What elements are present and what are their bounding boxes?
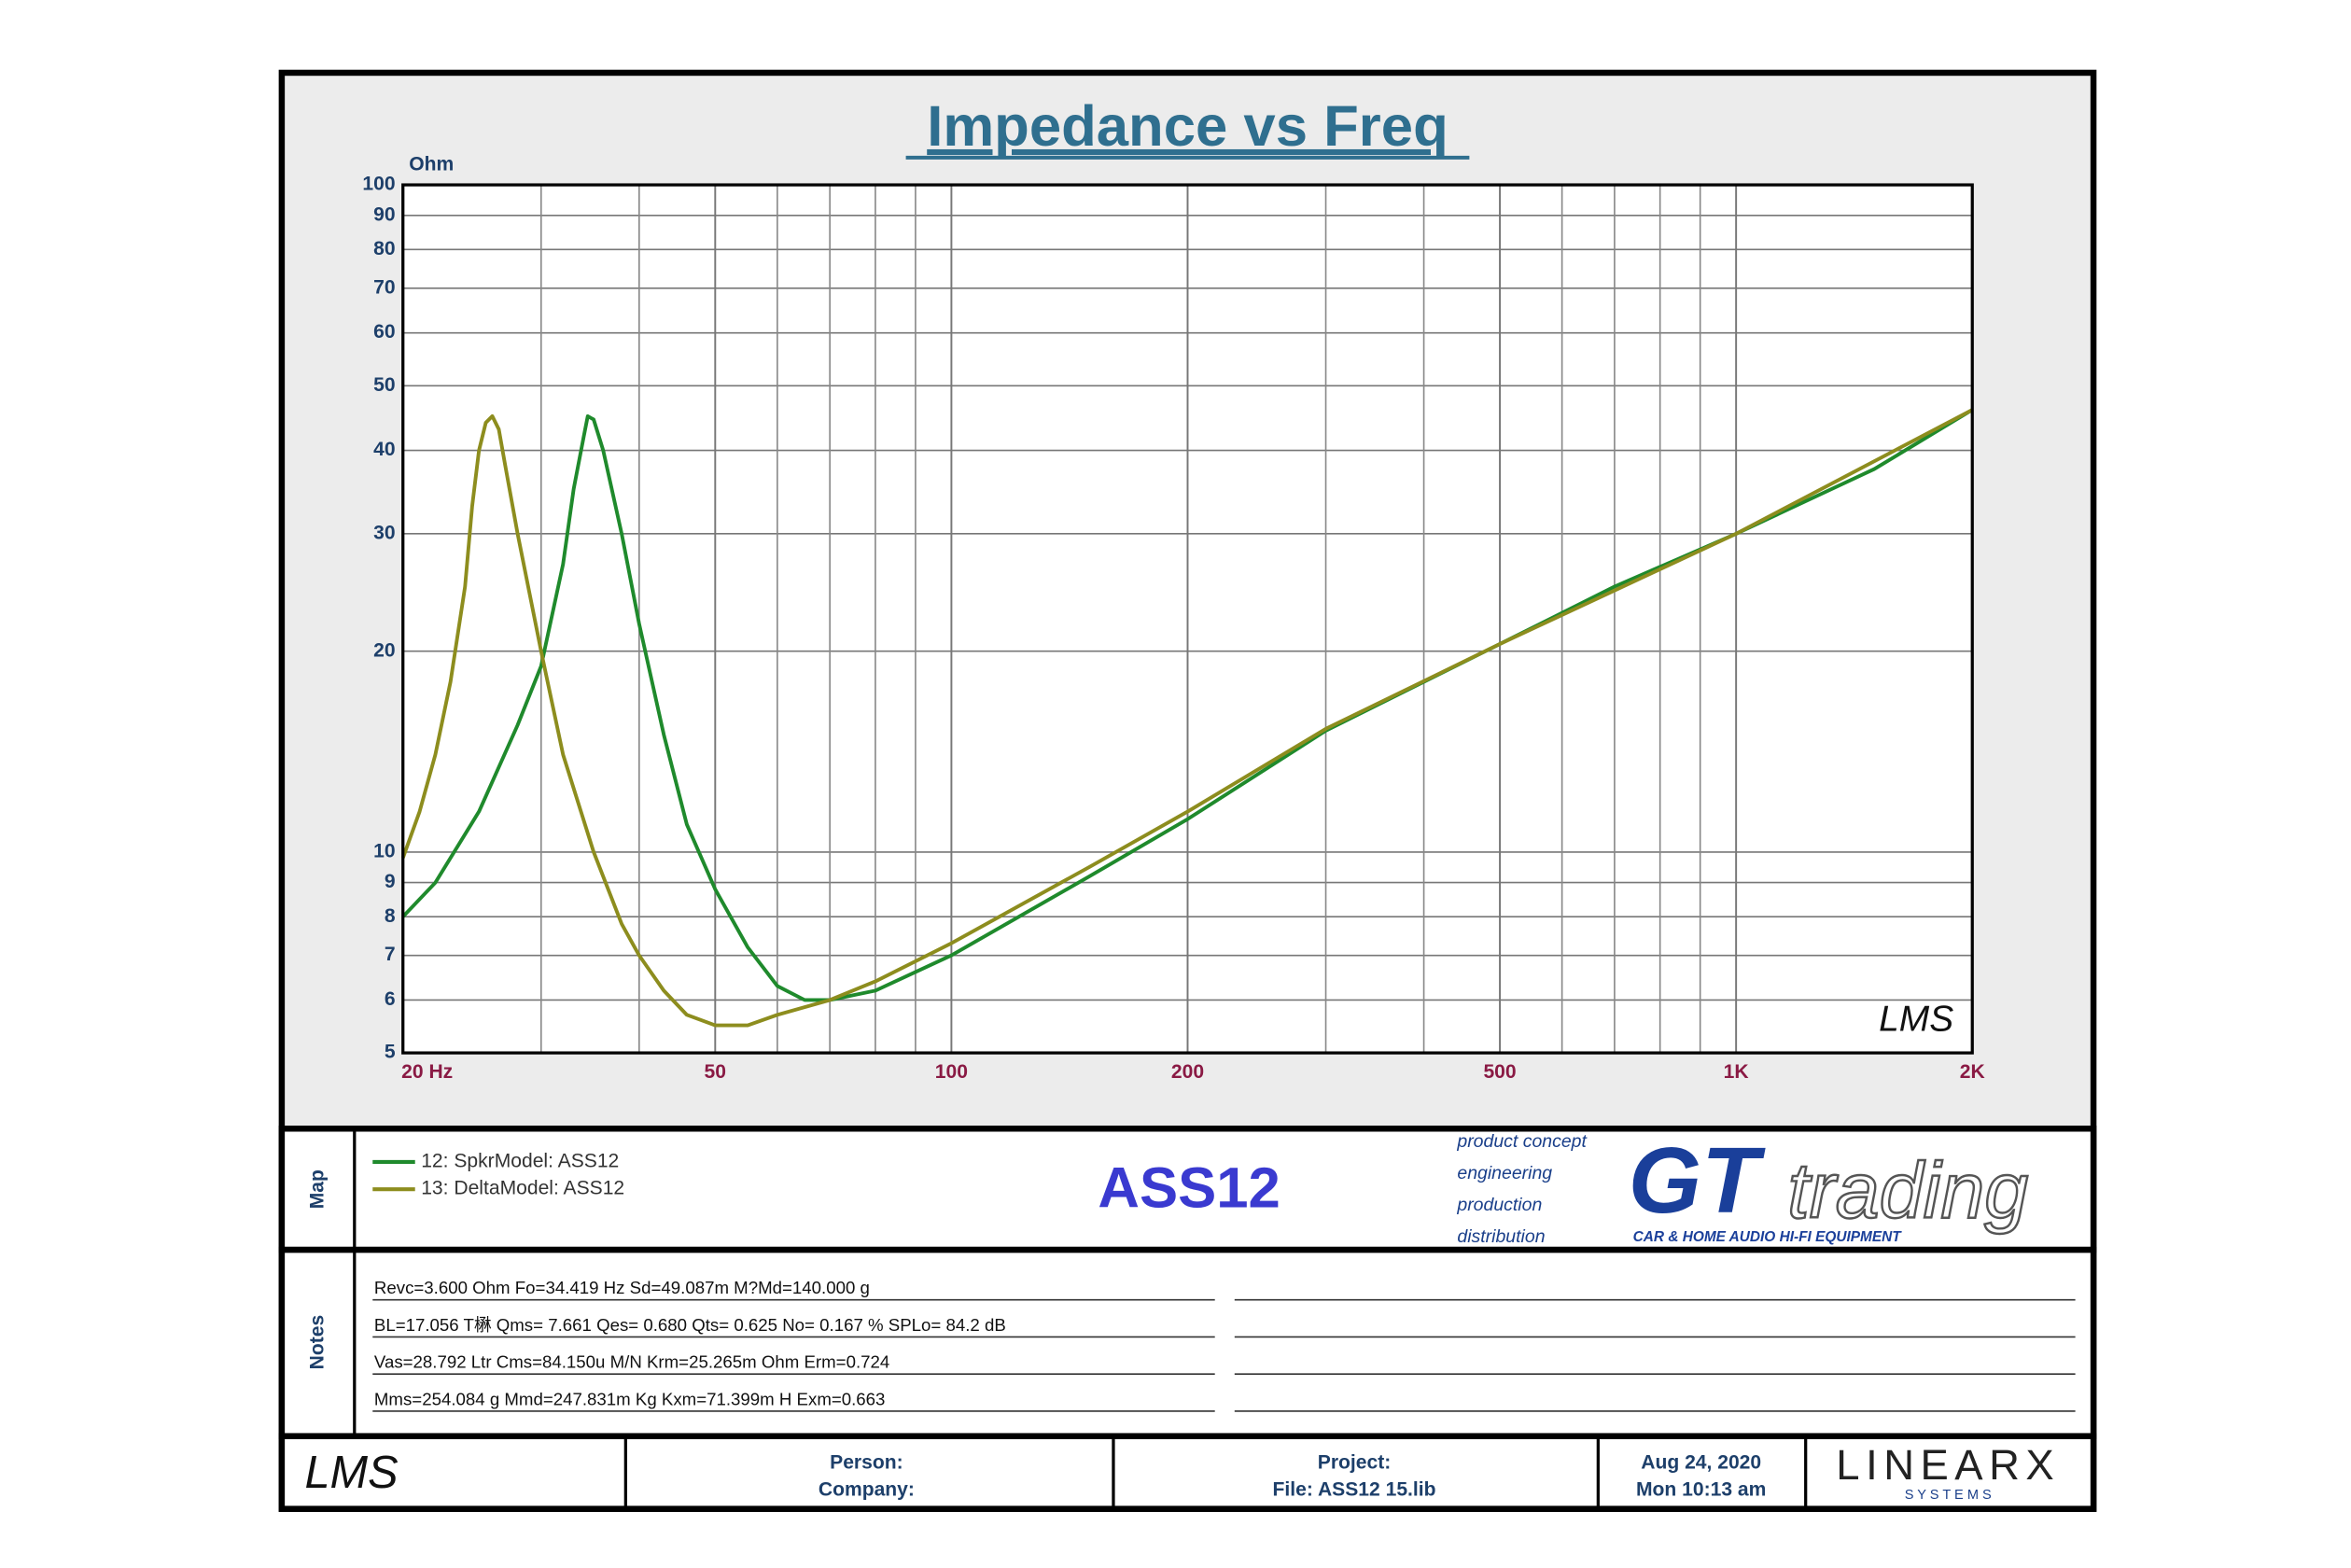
- legend-label: 13: DeltaModel: ASS12: [421, 1178, 624, 1199]
- y-tick-label: 6: [385, 988, 396, 1010]
- gt-line: product concept: [1456, 1131, 1588, 1152]
- map-section: [278, 1126, 2097, 1253]
- x-tick-label: 50: [705, 1061, 726, 1083]
- y-tick-label: 30: [373, 522, 395, 543]
- note-line: Mms=254.084 g Mmd=247.831m Kg Kxm=71.399…: [374, 1390, 886, 1409]
- gt-line: distribution: [1457, 1226, 1545, 1247]
- y-tick-label: 40: [373, 439, 395, 460]
- x-tick-label: 200: [1171, 1061, 1204, 1083]
- y-tick-label: 80: [373, 238, 395, 259]
- legend-label: 12: SpkrModel: ASS12: [421, 1151, 619, 1172]
- footer-section: [278, 1433, 2097, 1512]
- linearx: LINEARX: [1836, 1441, 2060, 1489]
- y-tick-label: 20: [373, 639, 395, 661]
- project: Project:: [1318, 1452, 1391, 1474]
- date: Aug 24, 2020: [1641, 1452, 1761, 1474]
- note-line: BL=17.056 T楙 Qms= 7.661 Qes= 0.680 Qts= …: [374, 1315, 1006, 1335]
- file: File: ASS12 15.lib: [1273, 1479, 1436, 1501]
- lms-logo: LMS: [304, 1448, 398, 1498]
- person: Person:: [830, 1452, 903, 1474]
- systems: S Y S T E M S: [1905, 1488, 1992, 1503]
- y-tick-label: 5: [385, 1042, 396, 1063]
- time: Mon 10:13 am: [1636, 1479, 1766, 1501]
- model-name: ASS12: [1098, 1156, 1280, 1221]
- y-tick-label: 50: [373, 374, 395, 396]
- series-line: [400, 408, 1974, 1028]
- note-line: Vas=28.792 Ltr Cms=84.150u M/N Krm=25.26…: [374, 1352, 889, 1372]
- note-line: Revc=3.600 Ohm Fo=34.419 Hz Sd=49.087m M…: [374, 1278, 870, 1297]
- y-axis-label: Ohm: [409, 154, 454, 175]
- map-label: Map: [306, 1169, 328, 1209]
- y-tick-label: 90: [373, 203, 395, 225]
- x-tick-label: 2K: [1960, 1061, 1986, 1083]
- y-tick-label: 8: [385, 905, 396, 927]
- x-tick-label: 100: [935, 1061, 968, 1083]
- x-tick-label: 1K: [1724, 1061, 1750, 1083]
- gt-line: production: [1456, 1195, 1542, 1215]
- x-tick-label: 20 Hz: [401, 1061, 453, 1083]
- y-tick-label: 70: [373, 276, 395, 298]
- plot-border: [401, 183, 1974, 1055]
- x-tick-label: 500: [1483, 1061, 1516, 1083]
- lms-mark: LMS: [1879, 999, 1953, 1039]
- notes-label: Notes: [306, 1315, 328, 1370]
- notes-section: [278, 1246, 2097, 1439]
- gt-tagline: CAR & HOME AUDIO HI-FI EQUIPMENT: [1633, 1229, 1903, 1245]
- gt-trading: trading: [1787, 1147, 2028, 1235]
- y-tick-label: 7: [385, 944, 396, 965]
- y-tick-label: 9: [385, 871, 396, 892]
- y-tick-label: 100: [362, 174, 395, 195]
- gt-letters: GT: [1629, 1128, 1766, 1233]
- gt-logo: product concept engineering production d…: [1456, 1128, 2029, 1247]
- company: Company:: [819, 1479, 915, 1501]
- y-tick-label: 60: [373, 321, 395, 343]
- chart-title: Impedance vs Freq: [927, 94, 1448, 159]
- y-tick-label: 10: [373, 840, 395, 861]
- gt-line: engineering: [1457, 1163, 1552, 1183]
